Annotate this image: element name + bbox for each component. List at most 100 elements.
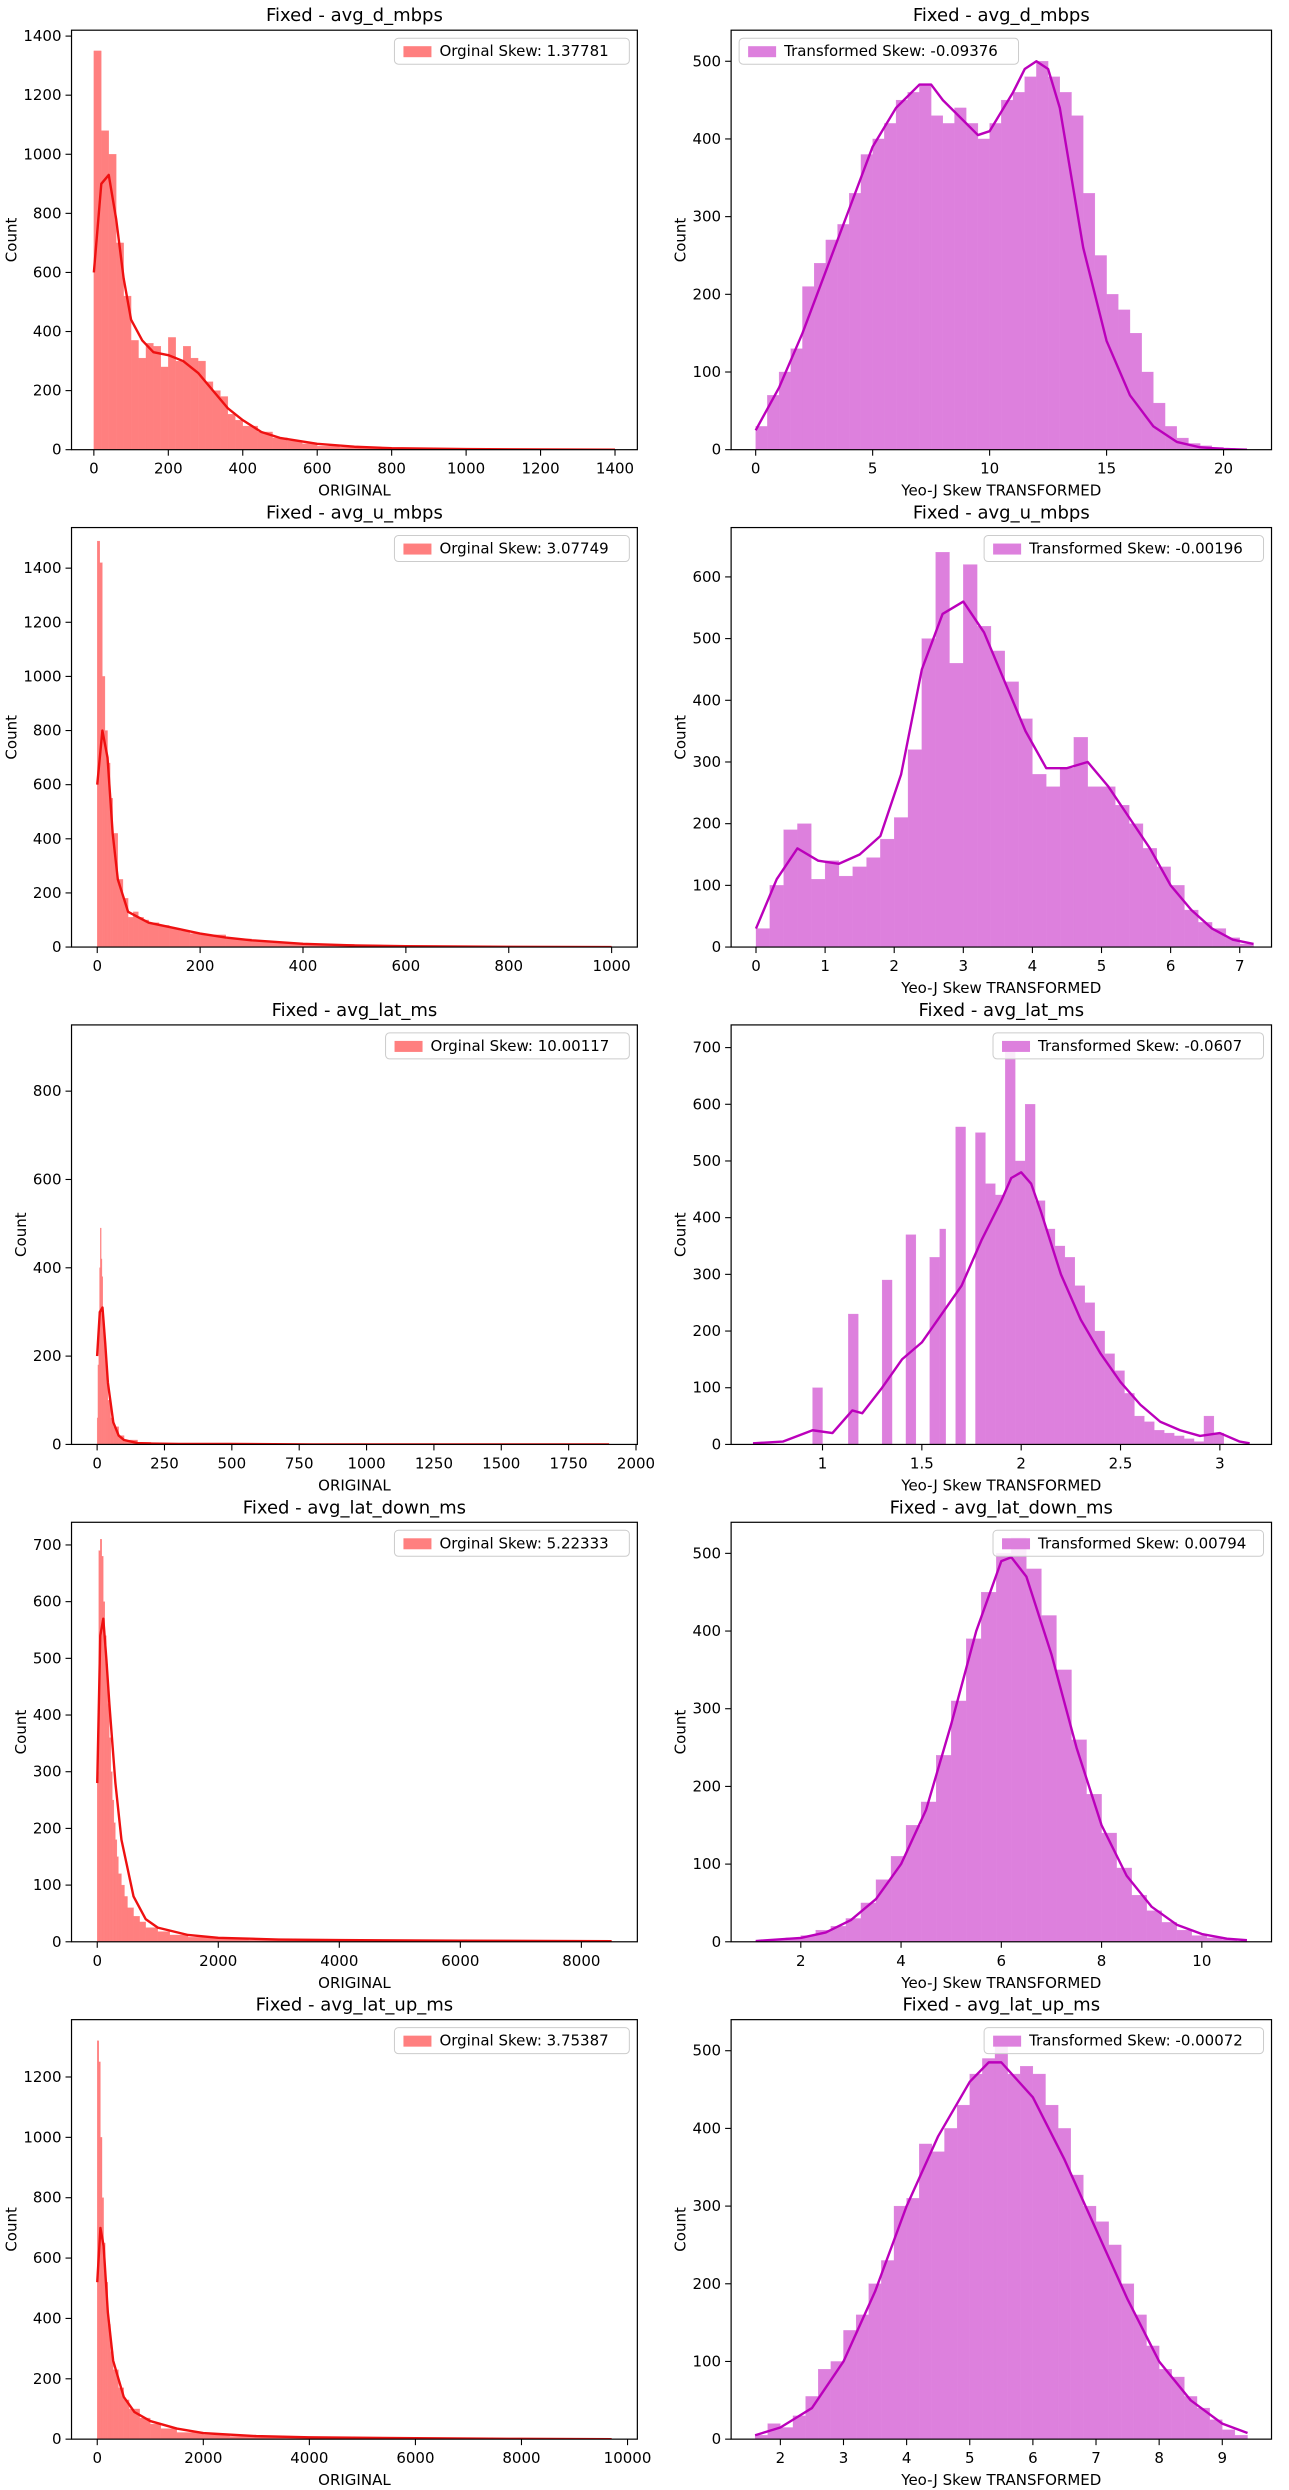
legend: Orginal Skew: 3.75387 — [393, 2027, 630, 2055]
histogram-bar — [929, 1257, 940, 1445]
histogram-bar — [907, 749, 922, 948]
histogram-bar — [1146, 1910, 1162, 1942]
histogram-bar — [866, 857, 881, 948]
legend-swatch — [394, 1040, 423, 1052]
x-axis-label: Yeo-J Skew TRANSFORMED — [900, 979, 1101, 997]
histogram-bar — [931, 2151, 945, 2440]
histogram-bar — [907, 92, 920, 450]
histogram-bar — [235, 420, 243, 450]
y-tick-label: 100 — [692, 876, 721, 894]
legend-box — [393, 535, 630, 563]
y-axis-label: Count — [672, 2207, 690, 2252]
histogram-bar — [894, 817, 909, 948]
histogram-bar — [990, 650, 1005, 948]
histogram-bar — [956, 2104, 970, 2440]
legend-label: Transformed Skew: -0.0607 — [1037, 1037, 1242, 1055]
histogram-bar — [106, 1663, 108, 1942]
histogram-bar — [895, 99, 908, 450]
legend: Transformed Skew: 0.00794 — [992, 1529, 1265, 1557]
histogram-bar — [1046, 786, 1061, 948]
histogram-bar — [905, 1234, 917, 1445]
histogram-bar — [100, 2137, 103, 2440]
y-tick-label: 0 — [712, 1435, 722, 1453]
y-tick-label: 500 — [692, 1152, 721, 1170]
y-tick-label: 0 — [52, 2430, 62, 2448]
histogram-bar — [881, 2260, 895, 2440]
x-tick-label: 400 — [228, 460, 257, 478]
histogram-bar — [123, 2399, 130, 2440]
histogram-bar — [838, 875, 853, 948]
y-tick-label: 700 — [33, 1536, 62, 1554]
kde-line — [754, 2061, 1248, 2437]
y-axis-label: Count — [12, 1212, 30, 1257]
histogram-bar — [157, 1931, 171, 1942]
y-axis-label: Count — [3, 715, 21, 760]
x-tick-label: 4 — [896, 1952, 906, 1970]
plot-area — [752, 1041, 1250, 1445]
x-tick-label: 0 — [92, 1952, 102, 1970]
histogram-bar — [1044, 1228, 1056, 1445]
legend-swatch — [748, 46, 777, 58]
histogram-bar — [830, 2361, 844, 2440]
histogram-bar — [1134, 1415, 1145, 1445]
x-tick-label: 8000 — [562, 1952, 600, 1970]
histogram-bar — [109, 1737, 112, 1942]
axes-frame — [70, 1521, 638, 1943]
histogram-bar — [1012, 92, 1025, 450]
legend-label: Transformed Skew: -0.09376 — [783, 42, 998, 60]
y-tick-label: 0 — [52, 1435, 62, 1453]
legend-box — [393, 1529, 630, 1557]
y-tick-label: 300 — [33, 1763, 62, 1781]
kde-line — [92, 173, 616, 450]
chart-title: Fixed - avg_lat_up_ms — [256, 1995, 454, 2016]
y-tick-label: 400 — [692, 691, 721, 709]
legend-label: Transformed Skew: -0.00196 — [1028, 540, 1243, 558]
legend: Transformed Skew: -0.0607 — [992, 1032, 1265, 1060]
y-tick-label: 800 — [33, 1082, 62, 1100]
y-tick-label: 300 — [692, 1700, 721, 1718]
x-tick-label: 1 — [820, 957, 830, 975]
y-tick-label: 200 — [692, 1322, 721, 1340]
histogram-bar — [825, 239, 838, 450]
histogram-bar — [1047, 76, 1060, 450]
y-tick-label: 1400 — [23, 27, 61, 45]
chart-title: Fixed - avg_lat_ms — [918, 1000, 1084, 1021]
histogram-bar — [1073, 737, 1088, 948]
y-tick-label: 800 — [33, 204, 62, 222]
plot-area — [754, 2042, 1248, 2440]
histogram-bar — [1203, 1415, 1215, 1445]
histogram-bar — [227, 414, 236, 450]
histogram-bar — [1032, 2073, 1046, 2440]
histogram-bar — [1015, 1160, 1026, 1445]
x-axis-label: ORIGINAL — [318, 1476, 391, 1494]
histogram-bar — [205, 381, 214, 450]
y-tick-label: 600 — [33, 1593, 62, 1611]
y-tick-label: 1200 — [23, 2068, 61, 2086]
x-tick-label: 2.5 — [1109, 1454, 1133, 1472]
legend: Orginal Skew: 1.37781 — [393, 37, 630, 65]
histogram-bar — [101, 1556, 104, 1942]
y-tick-label: 400 — [692, 2119, 721, 2137]
y-tick-label: 600 — [33, 2249, 62, 2267]
x-axis-label: Yeo-J Skew TRANSFORMED — [900, 1476, 1101, 1494]
legend-label: Orginal Skew: 1.37781 — [439, 42, 608, 60]
plot-area — [92, 50, 616, 450]
histogram-bar — [138, 917, 144, 948]
histogram-bar — [160, 366, 169, 450]
histogram-bar — [1056, 1669, 1072, 1942]
x-tick-label: 0 — [751, 957, 761, 975]
legend-swatch — [1002, 1040, 1031, 1052]
axes-frame — [730, 29, 1273, 451]
y-tick-label: 400 — [33, 1706, 62, 1724]
x-tick-label: 0 — [89, 460, 99, 478]
x-tick-label: 10 — [980, 460, 999, 478]
histogram-panel: 1 1.5 2 2.5 3 0 100 200 300 400 500 600 700 Fixed - a… — [672, 1000, 1273, 1494]
histogram-bar — [996, 1553, 1012, 1942]
histogram-bar — [812, 1387, 823, 1445]
histogram-bar — [97, 540, 100, 948]
x-tick-label: 9 — [1218, 2449, 1228, 2467]
histogram-bar — [1101, 786, 1116, 948]
y-tick-label: 400 — [33, 323, 62, 341]
x-tick-label: 8 — [1154, 2449, 1164, 2467]
x-tick-label: 2000 — [184, 2449, 222, 2467]
